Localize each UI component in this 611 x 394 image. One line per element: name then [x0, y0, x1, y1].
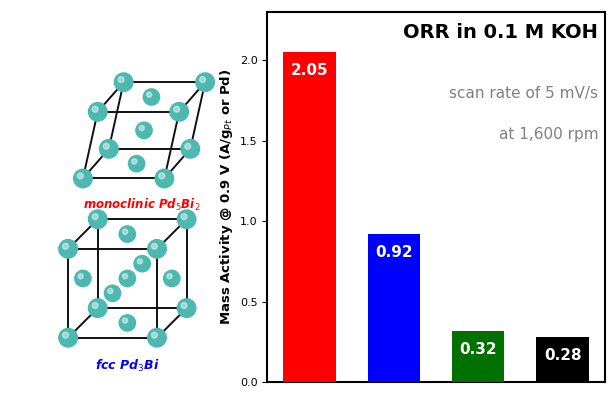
Circle shape [114, 73, 133, 91]
Circle shape [75, 270, 91, 286]
Circle shape [167, 273, 172, 279]
Bar [368, 234, 420, 382]
Y-axis label: Mass Activity @ 0.9 V (A/g$_{Pt}$ or Pd): Mass Activity @ 0.9 V (A/g$_{Pt}$ or Pd) [219, 69, 235, 325]
Circle shape [62, 243, 68, 249]
Circle shape [177, 299, 196, 318]
Text: at 1,600 rpm: at 1,600 rpm [499, 126, 598, 141]
Circle shape [134, 256, 150, 272]
Circle shape [74, 169, 92, 188]
Bar [536, 337, 589, 382]
Circle shape [92, 106, 98, 112]
Circle shape [136, 122, 152, 138]
Circle shape [100, 139, 118, 158]
Circle shape [119, 226, 136, 242]
Text: ORR in 0.1 M KOH: ORR in 0.1 M KOH [403, 23, 598, 42]
Circle shape [128, 156, 145, 172]
Circle shape [148, 329, 166, 347]
Circle shape [181, 214, 187, 219]
Circle shape [119, 270, 136, 286]
Circle shape [170, 102, 188, 121]
Circle shape [181, 303, 187, 309]
Circle shape [118, 77, 124, 83]
Circle shape [62, 332, 68, 338]
Circle shape [196, 73, 214, 91]
Circle shape [108, 288, 113, 294]
Circle shape [89, 210, 107, 229]
Text: 0.28: 0.28 [544, 348, 582, 363]
Circle shape [59, 240, 78, 258]
Circle shape [139, 125, 144, 131]
Bar [283, 52, 335, 382]
Circle shape [148, 240, 166, 258]
Text: 2.05: 2.05 [290, 63, 328, 78]
Circle shape [144, 89, 159, 105]
Circle shape [122, 229, 128, 234]
Circle shape [174, 106, 180, 112]
Circle shape [103, 143, 109, 149]
Circle shape [177, 210, 196, 229]
Circle shape [200, 77, 205, 83]
Circle shape [78, 173, 83, 179]
Circle shape [155, 169, 174, 188]
Circle shape [89, 299, 107, 318]
Text: scan rate of 5 mV/s: scan rate of 5 mV/s [449, 86, 598, 101]
Circle shape [78, 273, 83, 279]
Circle shape [89, 102, 107, 121]
Circle shape [159, 173, 165, 179]
Circle shape [152, 243, 158, 249]
Circle shape [164, 270, 180, 286]
Circle shape [132, 159, 137, 164]
Circle shape [185, 143, 191, 149]
Text: fcc Pd$_3$Bi: fcc Pd$_3$Bi [95, 358, 159, 374]
Text: monoclinic Pd$_5$Bi$_2$: monoclinic Pd$_5$Bi$_2$ [84, 197, 201, 213]
Circle shape [137, 259, 142, 264]
Circle shape [147, 92, 152, 97]
Circle shape [104, 285, 121, 301]
Circle shape [181, 139, 200, 158]
Circle shape [59, 329, 78, 347]
Circle shape [122, 273, 128, 279]
Circle shape [92, 214, 98, 219]
Circle shape [152, 332, 158, 338]
Bar [452, 331, 505, 382]
Text: 0.92: 0.92 [375, 245, 412, 260]
Circle shape [119, 315, 136, 331]
Circle shape [92, 303, 98, 309]
Text: 0.32: 0.32 [459, 342, 497, 357]
Circle shape [122, 318, 128, 323]
